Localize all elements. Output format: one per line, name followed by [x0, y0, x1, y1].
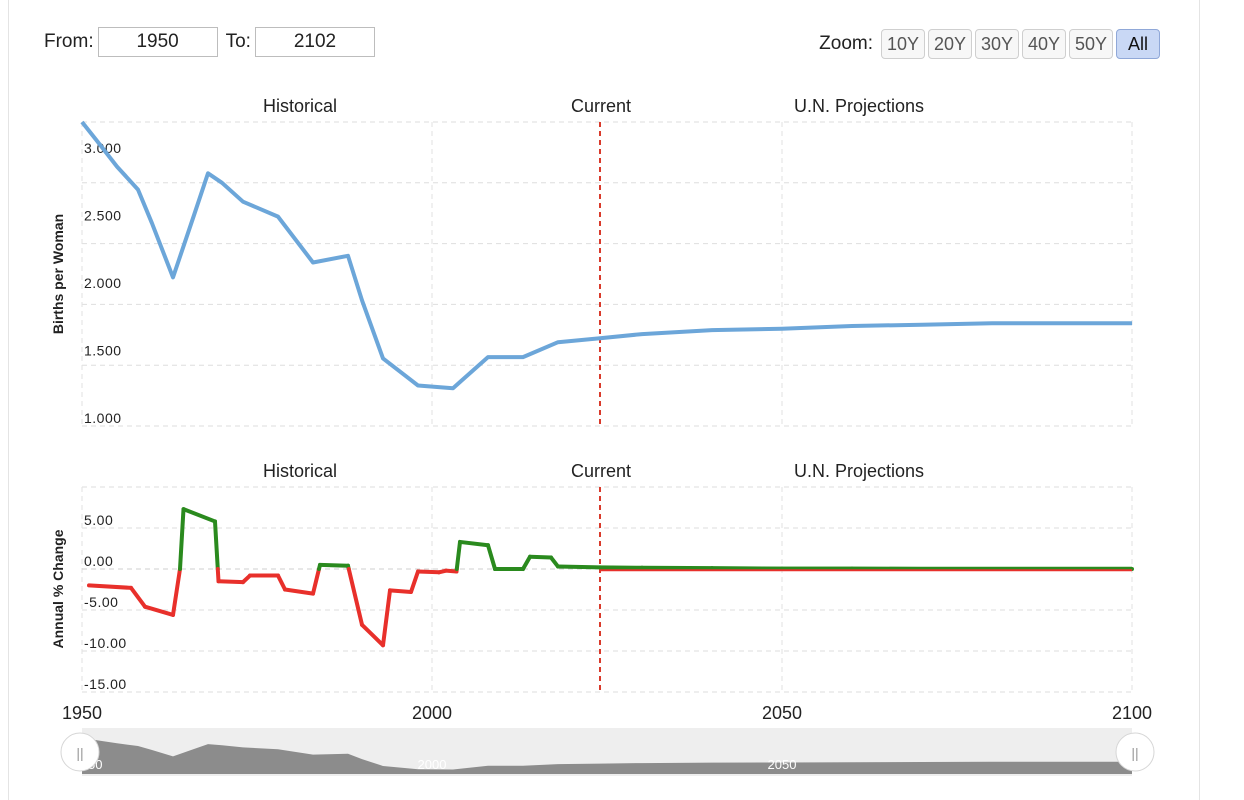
change-segment [87, 583, 133, 590]
band-label-historical: Historical [263, 461, 337, 481]
zoom-label: Zoom: [819, 33, 873, 54]
zoom-20y-button[interactable]: 20Y [928, 29, 972, 59]
from-input[interactable]: 1950 [97, 27, 218, 57]
change-segment [416, 569, 441, 575]
change-segment [388, 588, 413, 594]
date-range-selector: From: 1950 To: 2102 [44, 27, 383, 57]
change-segment [458, 539, 490, 548]
band-label-current: Current [571, 461, 631, 481]
y-tick-label: -15.00 [84, 676, 127, 692]
band-label-historical: Historical [263, 96, 337, 116]
change-segment [216, 579, 245, 585]
change-segment [454, 539, 462, 571]
change-segment [276, 573, 287, 592]
to-label: To: [225, 31, 251, 52]
change-segment [528, 554, 553, 560]
zoom-all-button[interactable]: All [1116, 29, 1160, 59]
change-segment [129, 585, 147, 609]
change-segment [311, 567, 321, 596]
x-tick-label: 2000 [412, 703, 452, 723]
zoom-30y-button[interactable]: 30Y [975, 29, 1019, 59]
y-tick-label: 2.000 [84, 275, 122, 291]
y-tick-label: 1.500 [84, 342, 122, 358]
handle-grip: || [76, 745, 83, 761]
change-segment [213, 519, 220, 571]
y-tick-label: 0.00 [84, 553, 113, 569]
panel-1: -15.00 -10.00 -5.00 0.00 5.00 Annual % Change… [50, 461, 1152, 723]
fertility-rate-line [80, 120, 1132, 391]
change-segment [409, 569, 420, 594]
handle-knob [1115, 732, 1155, 772]
y-tick-label: 1.000 [84, 410, 122, 426]
change-segment [486, 543, 497, 571]
chart-frame [8, 0, 1200, 800]
band-label-current: Current [571, 96, 631, 116]
y-tick-label: -5.00 [84, 594, 118, 610]
change-segment [521, 554, 532, 571]
change-segment [318, 562, 350, 568]
y-tick-label: -10.00 [84, 635, 127, 651]
zoom-10y-button[interactable]: 10Y [881, 29, 925, 59]
change-segment [215, 567, 221, 584]
change-segment [381, 588, 392, 648]
handle-grip: || [1131, 745, 1138, 761]
x-tick-label: 1950 [62, 703, 102, 723]
navigator-area [82, 738, 1132, 774]
zoom-40y-button[interactable]: 40Y [1022, 29, 1066, 59]
zoom-controls: Zoom: 10Y 20Y 30Y 40Y 50Y All [819, 29, 1160, 59]
change-segment [178, 507, 186, 571]
change-segment [143, 604, 175, 617]
change-segment [346, 567, 364, 627]
change-segment [283, 587, 315, 596]
change-segment [360, 622, 385, 648]
navigator-label: 2050 [768, 757, 797, 772]
from-label: From: [44, 31, 94, 52]
y-axis-title: Births per Woman [50, 214, 66, 334]
to-input[interactable]: 2102 [254, 27, 375, 57]
change-segment [171, 567, 182, 617]
y-axis-title: Annual % Change [50, 529, 66, 648]
navigator-handle-left[interactable]: || [60, 732, 100, 772]
handle-knob [60, 732, 100, 772]
band-label-projections: U.N. Projections [794, 461, 924, 481]
navigator-handle-right[interactable]: || [1115, 732, 1155, 772]
navigator-label: 2000 [418, 757, 447, 772]
band-label-projections: U.N. Projections [794, 96, 924, 116]
x-tick-label: 2100 [1112, 703, 1152, 723]
x-tick-label: 2050 [762, 703, 802, 723]
y-tick-label: 5.00 [84, 512, 113, 528]
change-segment [181, 507, 217, 524]
change-segment [556, 564, 602, 570]
range-navigator: 50 2000 2050 [82, 728, 1132, 776]
zoom-50y-button[interactable]: 50Y [1069, 29, 1113, 59]
y-tick-label: 2.500 [84, 207, 122, 223]
